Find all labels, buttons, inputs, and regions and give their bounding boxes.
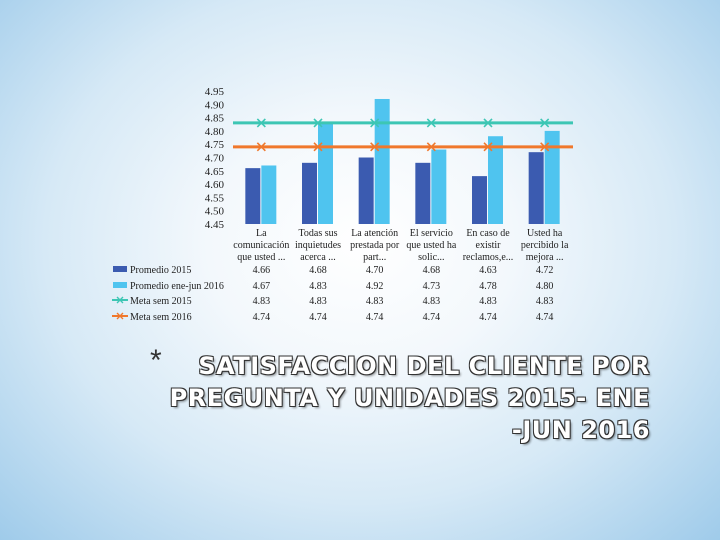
table-cell: 4.70: [366, 265, 384, 276]
bar-promedio-2016: [261, 165, 277, 224]
table-cell: 4.67: [253, 281, 271, 292]
legend-label: Promedio ene-jun 2016: [130, 281, 224, 292]
table-cell: 4.68: [423, 265, 441, 276]
category-label: prestada por: [350, 240, 400, 251]
bar-promedio-2015: [302, 162, 317, 224]
legend-label: Meta sem 2015: [130, 296, 192, 307]
y-tick-label: 4.95: [205, 86, 225, 98]
asterisk-bullet: *: [150, 344, 162, 377]
line-marker: [256, 142, 266, 152]
line-marker: [540, 118, 550, 128]
legend-label: Promedio 2015: [130, 265, 191, 276]
line-marker: [483, 142, 493, 152]
y-tick-label: 4.60: [205, 179, 225, 191]
table-cell: 4.83: [366, 296, 384, 307]
bar-promedio-2015: [415, 162, 431, 224]
category-label: Usted ha: [527, 228, 563, 239]
category-label: existir: [476, 240, 502, 251]
table-cell: 4.74: [253, 312, 271, 323]
bar-promedio-2016: [488, 136, 503, 224]
table-cell: 4.78: [479, 281, 497, 292]
line-marker: [426, 142, 436, 152]
category-label: solic...: [418, 252, 444, 263]
line-marker: [483, 118, 493, 128]
bar-promedio-2015: [528, 152, 544, 224]
legend-swatch: [113, 282, 127, 288]
table-cell: 4.74: [479, 312, 497, 323]
category-label: En caso de: [466, 228, 510, 239]
y-tick-label: 4.75: [205, 139, 225, 151]
line-marker: [256, 118, 266, 128]
table-cell: 4.74: [423, 312, 441, 323]
category-label: El servicio: [410, 228, 453, 239]
table-cell: 4.68: [309, 265, 327, 276]
slide-title: * SATISFACCION DEL CLIENTE POR PREGUNTA …: [150, 344, 650, 446]
bar-promedio-2016: [544, 130, 560, 224]
y-tick-label: 4.55: [205, 192, 225, 204]
category-label: reclamos,e...: [463, 252, 514, 263]
y-tick-label: 4.50: [205, 206, 225, 218]
category-label: comunicación: [233, 240, 289, 251]
table-cell: 4.74: [366, 312, 384, 323]
bar-promedio-2016: [431, 149, 447, 224]
bar-promedio-2015: [358, 157, 374, 224]
table-cell: 4.63: [479, 265, 497, 276]
table-cell: 4.73: [423, 281, 441, 292]
y-tick-label: 4.90: [205, 99, 225, 111]
category-label: Todas sus: [298, 228, 337, 239]
title-line-1: SATISFACCION DEL CLIENTE POR: [198, 352, 650, 380]
table-cell: 4.74: [309, 312, 327, 323]
table-cell: 4.83: [253, 296, 271, 307]
table-cell: 4.74: [536, 312, 554, 323]
category-label: mejora ...: [526, 252, 564, 263]
title-line-2: PREGUNTA Y UNIDADES 2015- ENE: [169, 384, 650, 412]
y-tick-label: 4.45: [205, 219, 225, 231]
category-label: que usted ha: [406, 240, 457, 251]
bar-promedio-2016: [318, 122, 333, 224]
legend-swatch: [113, 266, 127, 272]
table-cell: 4.83: [536, 296, 554, 307]
line-marker: [370, 142, 380, 152]
bar-promedio-2015: [245, 168, 261, 224]
category-label: La: [256, 228, 267, 239]
category-label: percibido la: [521, 240, 569, 251]
y-tick-label: 4.80: [205, 126, 225, 138]
line-marker: [313, 142, 323, 152]
line-marker: [540, 142, 550, 152]
bar-promedio-2015: [472, 176, 487, 224]
legend-marker: [116, 312, 124, 320]
title-line-3: -JUN 2016: [511, 416, 650, 444]
line-marker: [313, 118, 323, 128]
line-marker: [426, 118, 436, 128]
category-label: La atención: [351, 228, 398, 239]
category-label: que usted ...: [237, 252, 285, 263]
table-cell: 4.92: [366, 281, 384, 292]
table-cell: 4.80: [536, 281, 554, 292]
table-cell: 4.83: [423, 296, 441, 307]
table-cell: 4.66: [253, 265, 271, 276]
table-cell: 4.83: [309, 296, 327, 307]
table-cell: 4.72: [536, 265, 554, 276]
category-label: acerca ...: [300, 252, 336, 263]
category-label: inquietudes: [295, 240, 341, 251]
table-cell: 4.83: [479, 296, 497, 307]
legend-marker: [116, 296, 124, 304]
table-cell: 4.83: [309, 281, 327, 292]
y-tick-label: 4.70: [205, 153, 225, 165]
category-label: part...: [363, 252, 386, 263]
legend-label: Meta sem 2016: [130, 312, 192, 323]
bar-promedio-2016: [374, 98, 390, 224]
y-tick-label: 4.85: [205, 113, 225, 125]
y-tick-label: 4.65: [205, 166, 225, 178]
line-marker: [370, 118, 380, 128]
